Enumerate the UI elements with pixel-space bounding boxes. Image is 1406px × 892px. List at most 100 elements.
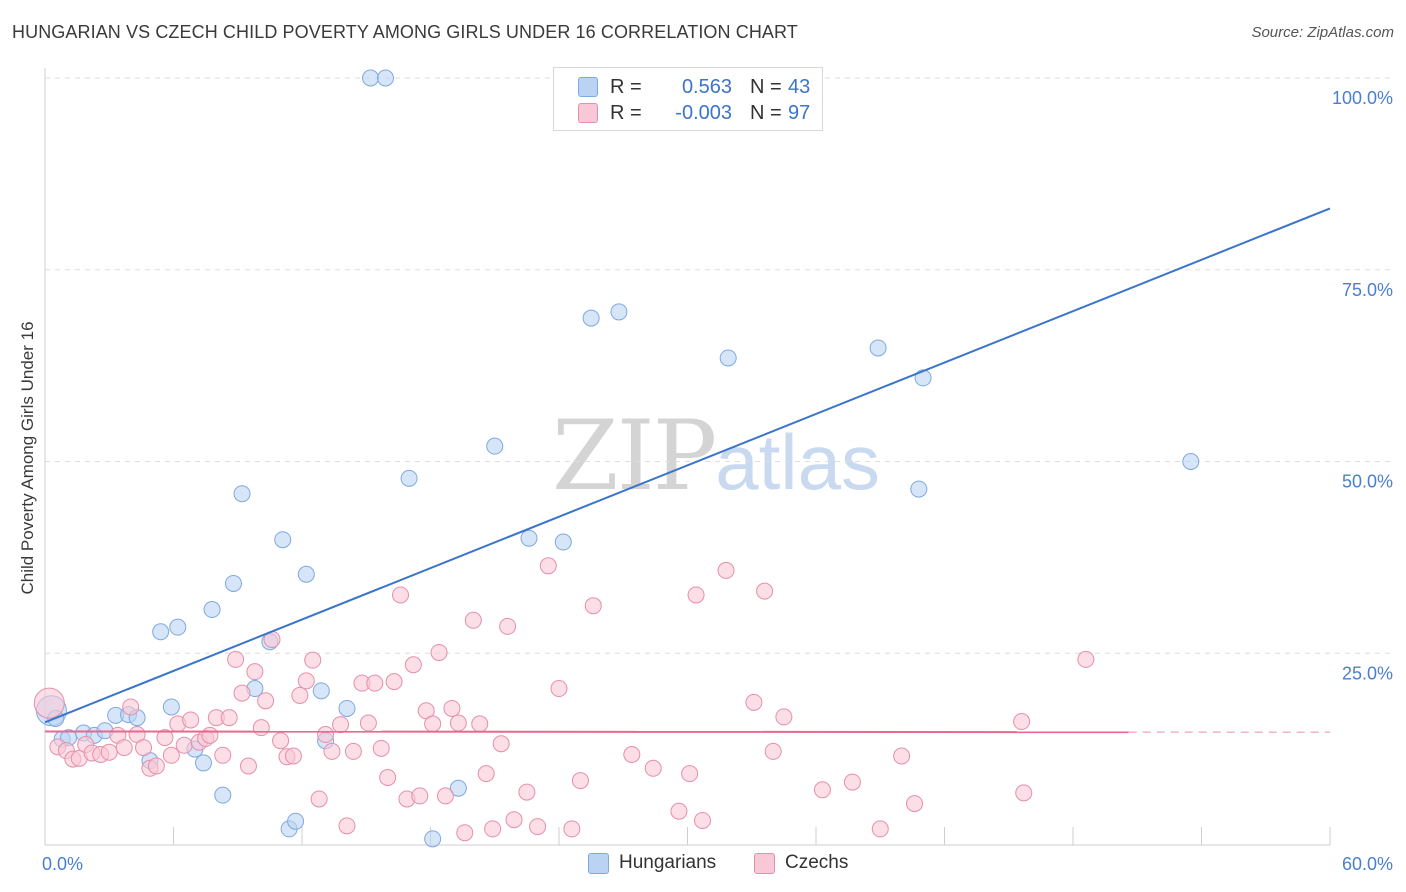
point-czechs [584,597,602,615]
point-czechs [518,783,536,801]
point-hungarians [162,698,180,716]
legend-n-label: N = [750,75,782,98]
point-czechs [717,561,735,579]
point-hungarians [233,485,251,503]
trendline-czechs [44,730,1129,734]
point-czechs [252,719,270,737]
point-hungarians [203,601,221,619]
legend-swatch-hungarians [588,852,609,874]
point-czechs [257,692,275,710]
point-czechs [471,715,489,733]
point-hungarians [362,69,380,87]
point-czechs [372,739,390,757]
point-hungarians [554,533,572,551]
point-czechs [214,746,232,764]
series-legend: Hungarians Czechs [0,852,1406,878]
point-czechs [756,582,774,600]
point-hungarians [214,786,232,804]
legend-row-hungarians: R = 0.563 N = 43 [578,73,810,101]
point-czechs [1077,650,1095,668]
point-czechs [323,742,341,760]
point-czechs [182,711,200,729]
point-hungarians [274,531,292,549]
point-czechs [571,772,589,790]
point-hungarians [910,480,928,498]
legend-r-label: R = [610,101,642,124]
point-hungarians [449,779,467,797]
point-czechs [745,693,763,711]
point-czechs [484,820,502,838]
point-czechs [366,674,384,692]
legend-swatch-hungarians [578,77,598,97]
point-czechs [411,787,429,805]
point-czechs [272,732,290,750]
point-czechs [122,698,140,716]
point-czechs [436,787,454,805]
point-hungarians [582,309,600,327]
legend-item-czechs: Czechs [754,852,848,874]
legend-r-label: R = [610,75,642,98]
point-hungarians [224,574,242,592]
point-czechs [505,811,523,829]
legend-r-value: 0.563 [681,75,732,98]
point-czechs [449,714,467,732]
point-czechs [430,643,448,661]
point-czechs [424,715,442,733]
y-tick-label: 75.0% [1342,280,1393,300]
point-czechs [775,708,793,726]
point-czechs [359,714,377,732]
legend-n-value: 43 [788,75,811,98]
point-czechs [162,746,180,764]
point-hungarians [914,369,932,387]
x-tick-label: 0.0% [42,854,83,874]
point-czechs [100,743,118,761]
y-tick-label: 50.0% [1342,472,1393,492]
legend-swatch-czechs [754,852,775,874]
point-hungarians [869,339,887,357]
point-czechs [147,757,165,775]
point-czechs [693,811,711,829]
point-hungarians [377,69,395,87]
point-czechs [156,729,174,747]
point-czechs [499,617,517,635]
legend-n-label: N = [750,101,782,124]
point-hungarians [297,565,315,583]
point-czechs [227,650,245,668]
point-czechs [893,747,911,765]
point-czechs [1013,713,1031,731]
point-czechs [670,802,688,820]
y-axis-label: Child Poverty Among Girls Under 16 [18,321,37,595]
point-czechs [623,745,641,763]
point-czechs [644,759,662,777]
point-hungarians [194,754,212,772]
point-czechs [443,699,461,717]
point-hungarians [400,469,418,487]
x-tick-label: 60.0% [1342,854,1393,874]
chart-title: HUNGARIAN VS CZECH CHILD POVERTY AMONG G… [12,22,798,42]
point-hungarians [610,303,628,321]
point-czechs [310,790,328,808]
trendline-hungarians [44,207,1331,724]
point-czechs [492,735,510,753]
legend-label-hungarians: Hungarians [619,852,717,873]
point-czechs [529,818,547,836]
point-czechs [1015,784,1033,802]
y-tick-label: 100.0% [1332,88,1393,108]
point-hungarians [719,349,737,367]
point-czechs [344,742,362,760]
point-czechs [392,586,410,604]
point-hungarians [338,699,356,717]
point-czechs [563,820,581,838]
watermark: ZIPatlas [552,400,880,512]
point-czechs [681,765,699,783]
watermark-zip: ZIP [552,400,717,512]
legend-label-czechs: Czechs [785,852,849,873]
point-czechs [404,656,422,674]
point-czechs [871,820,889,838]
point-hungarians [287,812,305,830]
point-czechs [135,739,153,757]
point-czechs [115,739,133,757]
point-czechs [304,651,322,669]
legend-row-czechs: R = -0.003 N = 97 [578,99,810,127]
